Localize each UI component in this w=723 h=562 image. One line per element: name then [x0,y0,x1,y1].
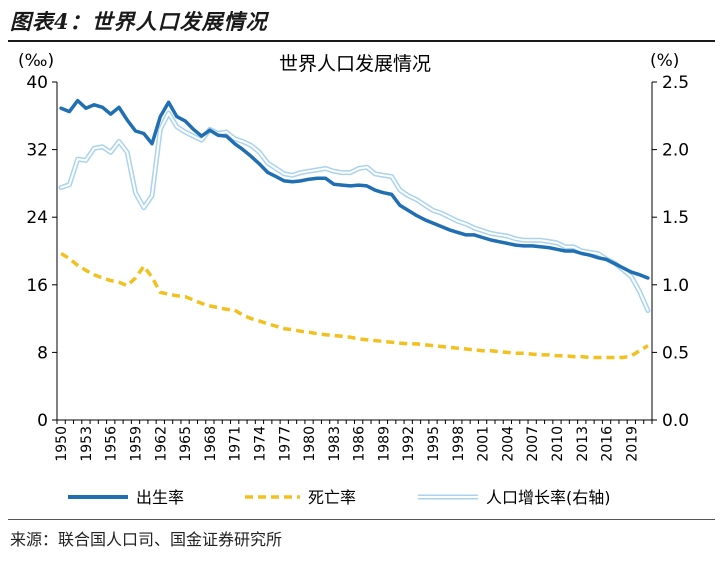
y-left-tick-label: 0 [37,411,48,431]
x-tick-label: 2019 [624,426,640,462]
source-rule [8,519,715,520]
axes: 0 8 16 24 32 40 0.0 0.5 1.0 1.5 2.0 2.5 1950 1953 1956… [26,73,689,462]
y-right-tick-label: 2.0 [662,141,689,161]
x-tick-label: 2010 [550,426,566,462]
y-axis-left-unit: (‰) [18,51,54,71]
x-tick-label: 1974 [252,426,268,462]
x-tick-label: 2007 [525,426,541,462]
x-tick-label: 1995 [426,426,442,462]
x-tick-label: 1965 [178,426,194,462]
figure-title: 图表4：世界人口发展情况 [10,9,268,34]
legend-label: 人口增长率(右轴) [486,488,611,507]
series-line-inner [60,112,649,312]
x-tick-label: 1953 [79,426,95,462]
series-1 [59,98,650,280]
y-right-tick-label: 1.0 [662,276,689,296]
y-left-tick-label: 8 [37,343,48,363]
series-2 [60,252,649,360]
legend-item: 死亡率 [245,488,356,507]
legend: 出生率 死亡率 人口增长率(右轴) [68,488,611,507]
x-tick-label: 1977 [277,426,293,462]
y-left-tick-label: 32 [26,141,48,161]
x-tick-label: 1956 [104,426,120,462]
y-right-tick-label: 0.0 [662,411,689,431]
legend-label: 出生率 [136,488,184,507]
series-line [60,252,649,360]
y-right-tick-label: 2.5 [662,73,689,93]
legend-label: 死亡率 [308,488,356,507]
x-tick-label: 1989 [376,426,392,462]
title-rule [8,40,715,42]
y-right-tick-label: 0.5 [662,343,689,363]
x-tick-label: 1968 [203,426,219,462]
source-note: 来源：联合国人口司、国金证券研究所 [10,530,283,549]
x-tick-label: 1983 [327,426,343,462]
y-left-tick-label: 40 [26,73,48,93]
legend-item: 出生率 [68,488,184,507]
x-tick-label: 2004 [500,426,516,462]
x-tick-label: 1962 [153,426,169,462]
series-3 [58,110,651,313]
y-axis-right-unit: (%) [650,51,679,71]
x-tick-label: 1959 [129,426,145,462]
legend-item: 人口增长率(右轴) [418,488,611,507]
x-tick-label: 1980 [302,426,318,462]
y-left-tick-label: 24 [26,208,48,228]
chart-title: 世界人口发展情况 [279,53,431,75]
y-left-tick-label: 16 [26,276,48,296]
y-right-tick-label: 1.5 [662,208,689,228]
x-tick-label: 2001 [476,426,492,462]
x-tick-label: 1950 [54,426,70,462]
x-tick-label: 1992 [401,426,417,462]
x-tick-label: 1998 [451,426,467,462]
x-tick-label: 2013 [575,426,591,462]
x-tick-label: 1986 [352,426,368,462]
x-tick-label: 2016 [600,426,616,462]
x-tick-label: 1971 [228,426,244,462]
series-layer [58,98,651,360]
series-line [59,98,650,280]
